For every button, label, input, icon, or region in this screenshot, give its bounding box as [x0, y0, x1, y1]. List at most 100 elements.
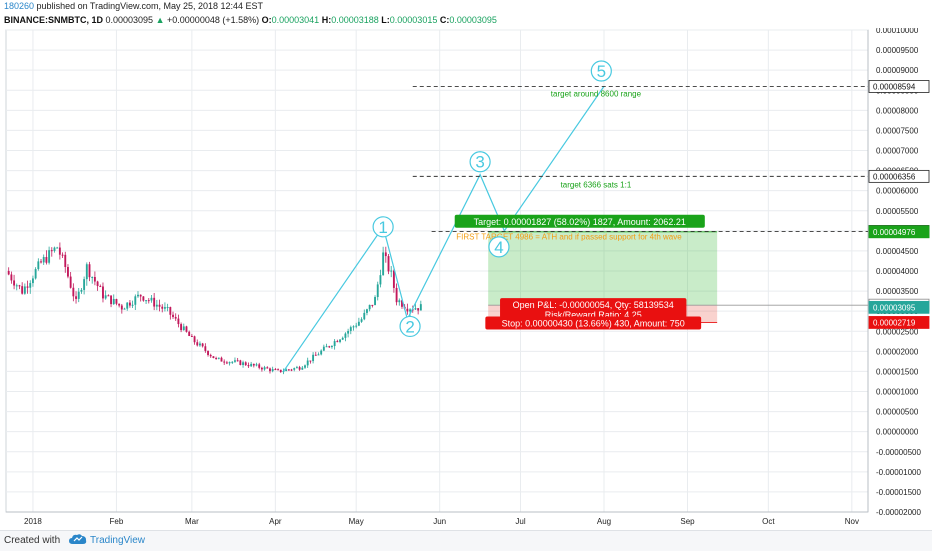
candle-body[interactable]: [333, 341, 336, 347]
candle-body[interactable]: [217, 357, 220, 359]
candle-body[interactable]: [384, 252, 387, 257]
candle-body[interactable]: [26, 286, 29, 288]
tradingview-cloud-icon[interactable]: [68, 533, 88, 550]
candle-body[interactable]: [118, 303, 121, 306]
candle-body[interactable]: [93, 276, 96, 282]
candle-body[interactable]: [223, 361, 226, 363]
candle-body[interactable]: [242, 362, 244, 365]
candle-body[interactable]: [166, 307, 169, 309]
candle-body[interactable]: [368, 304, 371, 310]
candle-body[interactable]: [271, 369, 274, 372]
position-profit-zone[interactable]: [488, 231, 718, 306]
candle-body[interactable]: [104, 295, 107, 299]
candle-body[interactable]: [50, 250, 53, 252]
candle-body[interactable]: [7, 271, 10, 275]
candle-body[interactable]: [382, 252, 385, 276]
candle-body[interactable]: [21, 286, 24, 294]
candle-body[interactable]: [207, 350, 209, 355]
candle-body[interactable]: [301, 367, 304, 370]
candle-body[interactable]: [131, 304, 134, 306]
candle-body[interactable]: [417, 308, 420, 311]
candle-body[interactable]: [344, 333, 347, 338]
candle-body[interactable]: [48, 250, 51, 263]
candle-body[interactable]: [366, 309, 368, 313]
candle-body[interactable]: [304, 365, 306, 368]
candle-body[interactable]: [42, 257, 45, 263]
candle-body[interactable]: [398, 300, 401, 303]
candle-body[interactable]: [379, 275, 382, 285]
candle-body[interactable]: [83, 279, 86, 290]
candle-body[interactable]: [64, 254, 67, 268]
candle-body[interactable]: [145, 300, 148, 302]
candle-body[interactable]: [236, 360, 239, 362]
candle-body[interactable]: [220, 357, 223, 362]
candle-body[interactable]: [212, 356, 215, 359]
candle-body[interactable]: [96, 281, 99, 287]
candle-body[interactable]: [341, 337, 344, 340]
candle-body[interactable]: [61, 254, 64, 256]
candle-body[interactable]: [336, 341, 339, 343]
candle-body[interactable]: [314, 354, 317, 356]
candle-body[interactable]: [142, 296, 145, 301]
candle-body[interactable]: [110, 295, 112, 305]
candle-body[interactable]: [279, 369, 282, 373]
candle-body[interactable]: [355, 325, 358, 327]
candle-body[interactable]: [158, 304, 161, 307]
candle-body[interactable]: [409, 309, 412, 312]
candle-body[interactable]: [298, 367, 301, 370]
candle-body[interactable]: [339, 339, 341, 342]
candle-body[interactable]: [102, 286, 104, 299]
candle-body[interactable]: [371, 304, 374, 306]
candle-body[interactable]: [31, 278, 34, 284]
candle-body[interactable]: [252, 363, 255, 366]
candle-body[interactable]: [360, 319, 363, 322]
candle-body[interactable]: [269, 368, 271, 372]
candle-body[interactable]: [401, 300, 403, 307]
candle-body[interactable]: [352, 326, 355, 328]
candle-body[interactable]: [193, 336, 196, 343]
candle-body[interactable]: [56, 247, 59, 249]
candle-body[interactable]: [414, 308, 417, 310]
candle-body[interactable]: [182, 326, 185, 331]
candle-body[interactable]: [150, 297, 153, 301]
candle-body[interactable]: [312, 354, 315, 362]
candle-body[interactable]: [357, 321, 360, 326]
author-link[interactable]: 180260: [4, 1, 35, 11]
candle-body[interactable]: [290, 369, 293, 371]
wave-label-circle[interactable]: [469, 151, 491, 173]
candle-body[interactable]: [293, 368, 296, 370]
candle-body[interactable]: [411, 309, 414, 311]
candle-body[interactable]: [180, 324, 183, 331]
candle-body[interactable]: [228, 362, 231, 364]
candle-body[interactable]: [239, 360, 242, 365]
candle-body[interactable]: [10, 274, 13, 281]
candle-body[interactable]: [72, 287, 75, 297]
candle-body[interactable]: [128, 302, 131, 306]
candle-body[interactable]: [77, 291, 80, 299]
candle-body[interactable]: [260, 367, 263, 370]
candle-body[interactable]: [395, 287, 398, 303]
candle-body[interactable]: [225, 362, 228, 364]
candle-body[interactable]: [147, 300, 150, 302]
candle-body[interactable]: [392, 270, 395, 288]
candle-body[interactable]: [163, 307, 166, 309]
candle-body[interactable]: [18, 285, 21, 287]
candle-body[interactable]: [185, 326, 188, 332]
candle-body[interactable]: [99, 286, 102, 288]
candle-body[interactable]: [244, 362, 247, 366]
candle-body[interactable]: [115, 298, 118, 304]
candle-body[interactable]: [123, 308, 126, 310]
candle-body[interactable]: [287, 369, 290, 371]
candle-body[interactable]: [204, 346, 207, 351]
candle-body[interactable]: [406, 308, 409, 312]
candle-body[interactable]: [234, 360, 236, 362]
candle-body[interactable]: [322, 346, 325, 351]
candle-body[interactable]: [177, 318, 180, 325]
candle-body[interactable]: [53, 247, 56, 251]
candle-body[interactable]: [325, 346, 328, 348]
candle-body[interactable]: [255, 364, 258, 366]
candle-body[interactable]: [161, 306, 164, 309]
candle-body[interactable]: [266, 367, 269, 369]
candle-body[interactable]: [215, 358, 218, 360]
candle-body[interactable]: [349, 327, 352, 331]
